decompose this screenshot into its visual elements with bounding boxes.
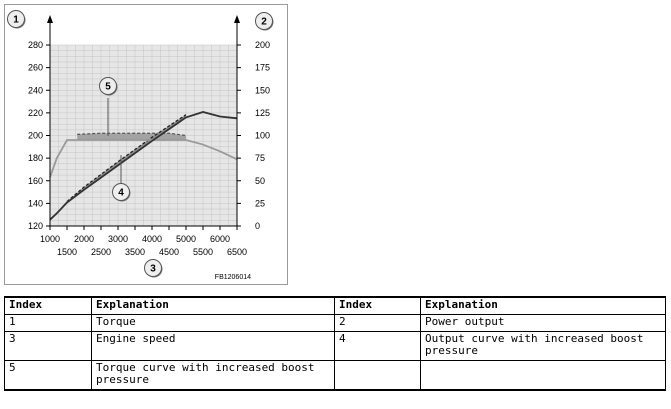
y-right-tick-label: 125: [255, 108, 270, 118]
header-index-1: Index: [4, 296, 92, 315]
header-index-2: Index: [334, 296, 421, 315]
table-cell: 5: [4, 360, 92, 391]
torque-boost-area: [77, 133, 186, 141]
chart-svg: 2802602402202001801601401202001751501251…: [7, 10, 274, 281]
table-cell: 2: [334, 314, 421, 332]
header-explanation-2: Explanation: [420, 296, 666, 315]
table-cell: Torque curve with increased boost pressu…: [91, 360, 335, 391]
x-tick-label: 4500: [159, 247, 179, 257]
y-right-tick-label: 75: [255, 153, 265, 163]
table-cell: [334, 360, 421, 391]
table-cell: Torque: [91, 314, 335, 332]
y-left-tick-label: 120: [28, 221, 43, 231]
figure-code: FB1206014: [215, 274, 251, 281]
x-tick-label: 2000: [74, 234, 94, 244]
y-right-tick-label: 200: [255, 40, 270, 50]
table-cell: Power output: [420, 314, 666, 332]
table-row: 5 Torque curve with increased boost pres…: [4, 360, 666, 391]
badge-output-boost: [112, 183, 130, 201]
y-left-tick-label: 160: [28, 176, 43, 186]
torque-boost-curve: [77, 132, 187, 137]
x-tick-label: 3500: [125, 247, 145, 257]
badge-engine-speed: [144, 259, 162, 277]
right-axis-arrow: [234, 15, 240, 23]
legend-table: Index Explanation Index Explanation 1 To…: [4, 296, 666, 391]
badge-torque-boost: [99, 77, 117, 95]
badge-torque-axis: [7, 10, 25, 28]
badge-torque-axis-label: 1: [13, 15, 19, 26]
y-left-tick-label: 280: [28, 40, 43, 50]
x-tick-label: 4000: [142, 234, 162, 244]
y-right-tick-label: 100: [255, 131, 270, 141]
power-boost-curve: [66, 114, 187, 203]
chart-figure: 280 260 240 220 200 180 160 140 120 200 175 150 125 1…: [4, 4, 288, 285]
badge-engine-speed-label: 3: [150, 264, 156, 275]
y-right-tick-label: 0: [255, 221, 260, 231]
table-cell: Output curve with increased boost pressu…: [420, 331, 666, 361]
torque-curve: [49, 139, 238, 178]
y-left-tick-label: 200: [28, 131, 43, 141]
x-tick-label: 3000: [108, 234, 128, 244]
table-cell: Engine speed: [91, 331, 335, 361]
x-tick-label: 1000: [40, 234, 60, 244]
badge-output-boost-label: 4: [118, 188, 124, 199]
y-left-tick-label: 180: [28, 153, 43, 163]
y-left-tick-label: 220: [28, 108, 43, 118]
y-right-tick-label: 25: [255, 198, 265, 208]
y-left-tick-label: 260: [28, 63, 43, 73]
table-cell: 4: [334, 331, 421, 361]
badge-power-axis: [255, 12, 273, 30]
badge-power-axis-label: 2: [261, 17, 267, 28]
x-tick-label: 6000: [210, 234, 230, 244]
y-right-tick-label: 150: [255, 85, 270, 95]
x-tick-label: 5500: [193, 247, 213, 257]
power-curve: [49, 111, 238, 221]
x-tick-label: 5000: [176, 234, 196, 244]
y-left-tick-label: 240: [28, 85, 43, 95]
x-tick-label: 1500: [57, 247, 77, 257]
y-right-tick-label: 50: [255, 176, 265, 186]
y-right-tick-label: 175: [255, 63, 270, 73]
table-cell: [420, 360, 666, 391]
header-explanation-1: Explanation: [91, 296, 335, 315]
table-cell: 3: [4, 331, 92, 361]
table-cell: 1: [4, 314, 92, 332]
table-header-row: Index Explanation Index Explanation: [4, 296, 666, 315]
table-row: 1 Torque 2 Power output: [4, 314, 666, 332]
badge-torque-boost-label: 5: [105, 82, 111, 93]
left-axis-arrow: [47, 15, 53, 23]
x-tick-label: 2500: [91, 247, 111, 257]
x-tick-label: 6500: [227, 247, 247, 257]
table-row: 3 Engine speed 4 Output curve with incre…: [4, 331, 666, 361]
y-left-tick-label: 140: [28, 198, 43, 208]
